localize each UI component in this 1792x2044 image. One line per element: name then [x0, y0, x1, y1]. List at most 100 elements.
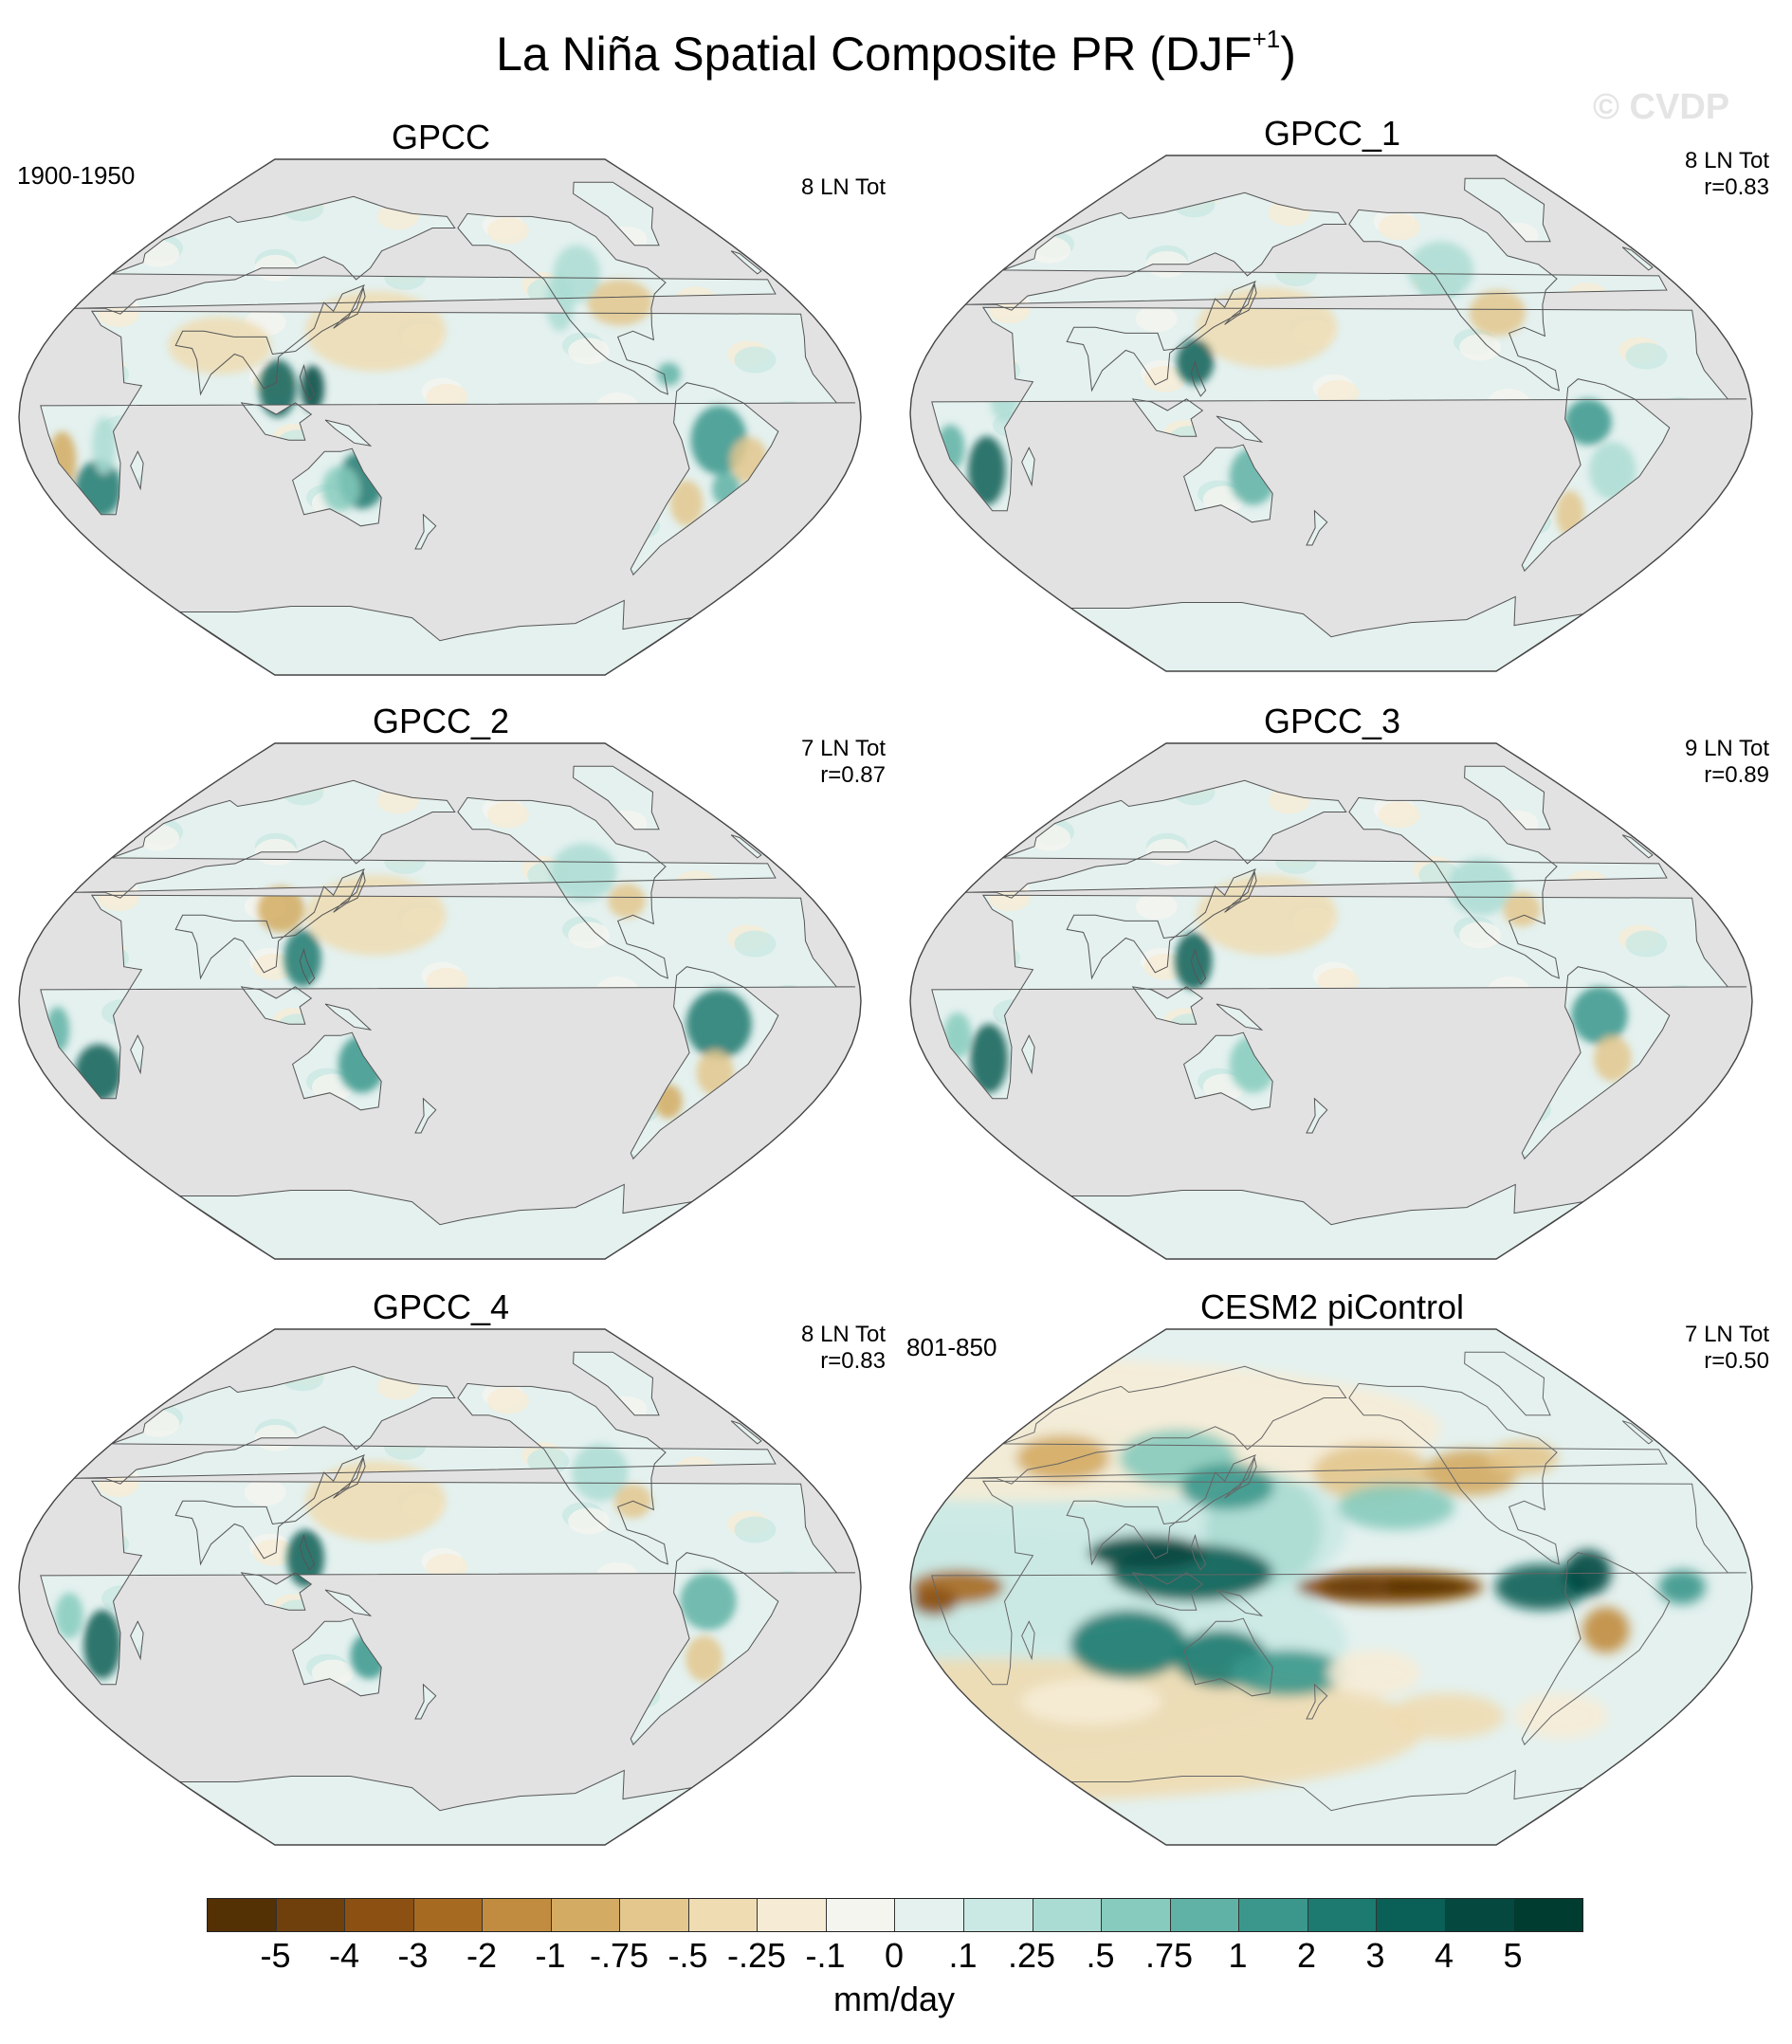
colorbar-box [482, 1899, 551, 1931]
anomaly-field [1337, 1484, 1455, 1530]
anomaly-field [968, 436, 1006, 505]
panel-event-count: 7 LN Tot [1685, 1322, 1769, 1347]
panel-stats: 7 LN Tot r=0.50 [1485, 1322, 1769, 1375]
panel-correlation: r=0.83 [1704, 174, 1769, 200]
colorbar-box [1513, 1899, 1582, 1931]
map-panel-cesm2-picontrol: CESM2 piControl 801-850 7 LN Tot r=0.50 [891, 1287, 1783, 1856]
colorbar-box [963, 1899, 1033, 1931]
anomaly-field [1175, 932, 1213, 990]
anomaly-field [1326, 1650, 1421, 1696]
anomaly-field [1582, 1607, 1630, 1653]
anomaly-field [257, 886, 305, 933]
colorbar-tick-label: -.75 [589, 1936, 649, 1975]
colorbar-box [894, 1899, 964, 1931]
robinson-map [18, 158, 862, 676]
colorbar-box [344, 1899, 413, 1931]
panel-period: 1900-1950 [17, 161, 136, 190]
panel-event-count: 8 LN Tot [801, 1322, 886, 1347]
panel-stats: 8 LN Tot r=0.83 [601, 1322, 886, 1375]
colorbar-tick-label: -.1 [805, 1936, 846, 1975]
anomaly-field [1387, 1692, 1505, 1740]
colorbar-box [1238, 1899, 1307, 1931]
anomaly-field [1319, 1575, 1390, 1599]
anomaly-field [55, 1593, 83, 1639]
anomaly-field [1488, 1440, 1559, 1476]
anomaly-field [970, 1024, 1008, 1093]
anomaly-field [286, 1529, 325, 1587]
colorbar-tick-label: -1 [535, 1936, 566, 1975]
colorbar-box [687, 1899, 758, 1931]
anomaly-field [1469, 290, 1526, 337]
anomaly-field [686, 989, 752, 1059]
panel-stats: 9 LN Tot r=0.89 [1485, 736, 1769, 789]
colorbar-tick-label: .5 [1086, 1936, 1115, 1975]
panel-title: GPCC_2 [372, 702, 510, 740]
colorbar-box [1376, 1899, 1445, 1931]
anomaly-field [587, 279, 653, 326]
robinson-map [909, 742, 1753, 1260]
map-panel-gpcc-4: GPCC_4 8 LN Tot r=0.83 [0, 1287, 891, 1856]
anomaly-field [1564, 398, 1612, 446]
panel-title: GPCC_1 [1263, 114, 1401, 153]
panel-title: GPCC_3 [1263, 702, 1401, 740]
panel-stats: 8 LN Tot r=0.83 [1485, 148, 1769, 201]
panel-period: 801-850 [906, 1333, 997, 1361]
anomaly-field [1230, 1650, 1347, 1696]
panel-correlation: r=0.83 [820, 1348, 886, 1374]
anomaly-field [545, 273, 575, 332]
colorbar-tick-label: .75 [1144, 1936, 1194, 1975]
map-panel-gpcc: GPCC 1900-1950 8 LN Tot [0, 118, 891, 686]
colorbar-tick-label: 2 [1296, 1936, 1317, 1975]
anomaly-field [1589, 442, 1637, 500]
anomaly-field [551, 843, 617, 902]
colorbar-tick-label: -3 [397, 1936, 429, 1975]
anomaly-field [83, 1610, 121, 1679]
map-panel-gpcc-1: GPCC_1 8 LN Tot r=0.83 [891, 114, 1783, 683]
colorbar-box [757, 1899, 826, 1931]
anomaly-field [686, 1635, 723, 1682]
colorbar-box [208, 1899, 276, 1931]
colorbar-box [1169, 1899, 1239, 1931]
colorbar-tick-label: 3 [1365, 1936, 1385, 1975]
anomaly-field [1070, 1610, 1187, 1679]
anomaly-field [168, 317, 271, 374]
colorbar-tick-label: .25 [1007, 1936, 1056, 1975]
colorbar-tick-label: 1 [1228, 1936, 1248, 1975]
colorbar-tick-label: 5 [1503, 1936, 1523, 1975]
anomaly-field [657, 362, 681, 386]
anomaly-field [910, 1587, 959, 1616]
colorbar-tick-label: 4 [1434, 1936, 1454, 1975]
colorbar-tick-label: -2 [466, 1936, 498, 1975]
panel-event-count: 8 LN Tot [801, 174, 886, 200]
colorbar-tick-label: -.25 [726, 1936, 787, 1975]
panel-stats: 7 LN Tot r=0.87 [601, 736, 886, 789]
anomaly-field [1658, 1569, 1706, 1605]
colorbar-box [550, 1899, 620, 1931]
colorbar-box [825, 1899, 895, 1931]
anomaly-field [608, 884, 646, 919]
colorbar-box [1307, 1899, 1377, 1931]
colorbar-tick-label: 0 [884, 1936, 905, 1975]
watermark: © CVDP [1593, 87, 1730, 127]
anomaly-field [1514, 1692, 1608, 1740]
anomaly-field [680, 1572, 737, 1631]
colorbar-tick-label: -4 [328, 1936, 360, 1975]
panel-event-count: 7 LN Tot [801, 736, 886, 761]
colorbar-box [412, 1899, 483, 1931]
colorbar [207, 1898, 1583, 1932]
panel-correlation: r=0.87 [820, 762, 886, 788]
anomaly-field [259, 359, 297, 417]
panel-stats: 8 LN Tot [601, 174, 886, 201]
panel-correlation: r=0.89 [1704, 762, 1769, 788]
panel-correlation: r=0.50 [1704, 1348, 1769, 1374]
anomaly-field [1088, 1535, 1206, 1570]
anomaly-field [572, 1443, 629, 1502]
anomaly-field [1594, 1035, 1632, 1082]
panel-title: GPCC [391, 118, 490, 156]
robinson-map [18, 1328, 862, 1846]
figure-title: La Niña Spatial Composite PR (DJF+1) [496, 25, 1296, 81]
panel-event-count: 9 LN Tot [1685, 736, 1769, 761]
anomaly-field [1571, 986, 1628, 1045]
panel-title: GPCC_4 [372, 1287, 510, 1326]
anomaly-field [92, 417, 117, 475]
